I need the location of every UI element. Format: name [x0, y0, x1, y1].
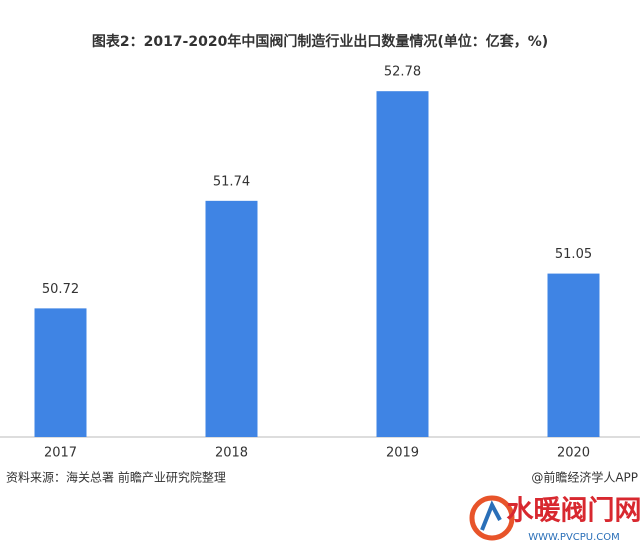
bar — [376, 91, 429, 438]
bar — [547, 273, 600, 437]
credit: @前瞻经济学人APP — [531, 470, 638, 485]
x-tick-label: 2017 — [44, 446, 77, 461]
logo-icon — [469, 495, 515, 541]
bar — [205, 200, 258, 437]
logo: 水暖阀门网 WWW.PVCPU.COM — [469, 495, 640, 543]
value-label: 50.72 — [42, 282, 79, 297]
value-label: 52.78 — [384, 65, 421, 80]
logo-url: WWW.PVCPU.COM — [528, 532, 620, 543]
chart-title: 图表2：2017-2020年中国阀门制造行业出口数量情况(单位：亿套，%) — [92, 33, 548, 50]
source: 资料来源：海关总署 前瞻产业研究院整理 — [6, 470, 226, 485]
value-label: 51.05 — [555, 247, 592, 262]
x-tick-label: 2019 — [386, 446, 419, 461]
bar — [34, 308, 87, 437]
value-label: 51.74 — [213, 174, 250, 189]
logo-icon-stroke — [480, 500, 502, 531]
x-tick-label: 2020 — [557, 446, 590, 461]
logo-name: 水暖阀门网 — [507, 496, 640, 527]
x-tick-label: 2018 — [215, 446, 248, 461]
